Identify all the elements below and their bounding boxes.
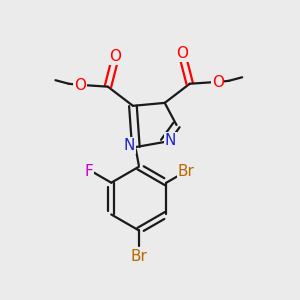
Text: N: N <box>165 133 176 148</box>
Text: Br: Br <box>130 249 147 264</box>
Text: Br: Br <box>177 164 194 179</box>
Text: O: O <box>109 49 121 64</box>
Text: N: N <box>124 138 135 153</box>
Text: O: O <box>74 78 86 93</box>
Text: F: F <box>85 164 94 179</box>
Text: O: O <box>176 46 188 61</box>
Text: O: O <box>212 75 224 90</box>
